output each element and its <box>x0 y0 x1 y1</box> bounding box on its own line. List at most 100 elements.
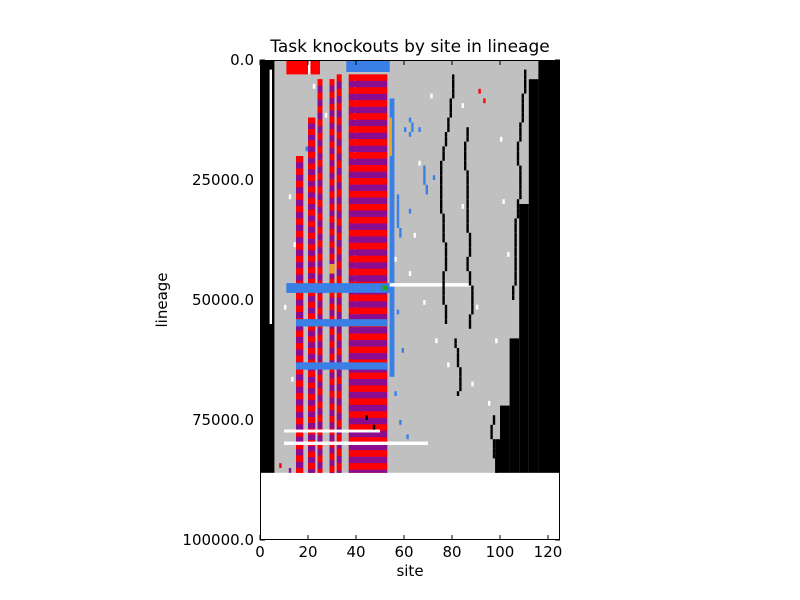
heatmap-stripe-task-b <box>296 424 304 431</box>
y-axis: 0.0 25000.0 50000.0 75000.0 100000.0 <box>182 51 560 549</box>
heatmap-region-lethal <box>495 439 500 473</box>
x-tick-label: 100 <box>486 543 515 561</box>
heatmap-stripe-task-a <box>329 278 335 286</box>
heatmap-trace-lethal <box>512 295 515 300</box>
heatmap-trace-lethal <box>471 309 474 315</box>
heatmap-cell-beneficial <box>461 103 464 108</box>
heatmap-stripe-task-a <box>348 74 388 81</box>
heatmap-stripe-task-a <box>348 204 388 211</box>
heatmap-trace-lethal <box>490 429 493 435</box>
heatmap-stripe-task-a <box>308 278 316 285</box>
heatmap-stripe-task-a <box>329 303 335 311</box>
heatmap-stripe-task-b <box>317 381 323 389</box>
heatmap-stripe-task-b <box>336 456 342 464</box>
heatmap-stripe-task-b <box>329 297 335 304</box>
chart-title: Task knockouts by site in lineage <box>269 37 549 57</box>
y-tick-label: 50000.0 <box>192 291 254 309</box>
heatmap-trace-lethal <box>442 285 445 291</box>
heatmap-stripe-task-a <box>329 104 335 111</box>
heatmap-stripe-task-b <box>348 340 388 347</box>
heatmap-stripe-task-a <box>336 448 342 456</box>
heatmap-stripe-task-b <box>329 210 335 217</box>
heatmap-trace-lethal <box>514 223 517 228</box>
heatmap-trace-lethal <box>516 208 520 214</box>
heatmap-stripe-task-b <box>308 123 316 130</box>
heatmap-trace-lethal <box>442 223 445 228</box>
heatmap-region-lethal <box>500 405 510 473</box>
heatmap-stripe-task-a <box>296 418 304 425</box>
heatmap-trace-lethal <box>466 213 469 219</box>
heatmap-trace-lethal <box>524 79 527 84</box>
heatmap-stripe-task-b <box>308 204 316 210</box>
heatmap-trace-lethal <box>468 314 472 320</box>
heatmap-trace-lethal <box>464 146 467 152</box>
heatmap-cell-beneficial <box>293 242 296 248</box>
heatmap-stripe-task-a <box>308 267 316 274</box>
heatmap-trace-lethal <box>466 175 469 180</box>
heatmap-cell-beneficial <box>284 304 287 310</box>
heatmap-cell-task-a <box>483 98 486 104</box>
heatmap-trace-lethal <box>442 300 445 305</box>
heatmap-cell-beneficial <box>288 194 292 200</box>
heatmap-stripe-task-b <box>317 368 323 375</box>
heatmap-trace-lethal <box>466 136 469 142</box>
x-tick-label: 20 <box>298 543 317 561</box>
heatmap-region-beneficial <box>269 69 272 324</box>
heatmap-stripe-task-b <box>308 422 316 429</box>
heatmap-stripe-task-b <box>329 160 335 167</box>
heatmap-cell-beneficial <box>394 256 397 262</box>
heatmap-stripe-task-b <box>317 220 323 228</box>
heatmap-stripe-task-b <box>329 409 335 417</box>
heatmap-stripe-task-a <box>329 453 335 460</box>
heatmap-stripe-task-a <box>308 405 316 412</box>
heatmap-stripe-task-a <box>348 307 388 315</box>
heatmap-stripe-task-a <box>329 253 335 261</box>
heatmap-trace-lethal <box>466 218 469 224</box>
heatmap-region-task-d <box>389 117 392 156</box>
heatmap-trace-lethal <box>468 237 472 243</box>
heatmap-trace-lethal <box>521 103 524 108</box>
heatmap-stripe-task-a <box>317 415 323 422</box>
heatmap-trace-task-c <box>423 180 426 185</box>
heatmap-stripe-task-b <box>317 112 323 120</box>
heatmap-trace-lethal <box>471 285 474 291</box>
heatmap-stripe-task-a <box>308 232 316 239</box>
heatmap-stripe-task-b <box>336 168 342 176</box>
heatmap-stripe-task-a <box>308 152 316 158</box>
heatmap-stripe-task-b <box>308 330 316 337</box>
heatmap-trace-lethal <box>464 160 467 166</box>
heatmap-stripe-task-b <box>329 397 335 404</box>
heatmap-stripe-task-a <box>317 132 323 140</box>
heatmap-cell-beneficial <box>418 160 421 166</box>
x-tick-label: 60 <box>394 543 413 561</box>
heatmap-stripe-task-a <box>348 178 388 185</box>
heatmap-stripe-task-a <box>296 355 304 362</box>
heatmap-trace-lethal <box>464 165 467 171</box>
heatmap-stripe-task-b <box>317 99 323 107</box>
heatmap-trace-lethal <box>516 156 520 161</box>
heatmap-trace-lethal <box>466 256 469 262</box>
heatmap-stripe-task-b <box>348 106 388 114</box>
heatmap-stripe-task-a <box>336 391 342 399</box>
heatmap-row-task-c <box>346 60 390 72</box>
heatmap-cell-lethal <box>452 74 455 80</box>
heatmap-stripe-task-a <box>317 159 323 167</box>
heatmap-stripe-task-a <box>336 74 342 82</box>
heatmap-trace-lethal <box>466 261 469 267</box>
heatmap-stripe-task-b <box>308 227 316 233</box>
heatmap-trace-lethal <box>442 276 445 281</box>
heatmap-trace-lethal <box>466 199 469 204</box>
heatmap-trace-lethal <box>519 184 522 190</box>
heatmap-stripe-task-a <box>317 388 323 396</box>
heatmap-cell-task-c <box>408 208 412 214</box>
heatmap-cell-beneficial <box>312 84 316 89</box>
heatmap-trace-lethal <box>459 381 462 387</box>
y-tick-label: 75000.0 <box>192 411 254 429</box>
heatmap-region-lethal <box>528 79 539 473</box>
heatmap-trace-lethal <box>514 228 517 233</box>
heatmap-stripe-task-b <box>317 462 323 469</box>
heatmap-stripe-task-a <box>348 450 388 457</box>
heatmap-stripe-task-a <box>336 304 342 312</box>
heatmap-stripe-task-a <box>308 290 316 297</box>
heatmap-cell-lethal <box>372 424 376 430</box>
